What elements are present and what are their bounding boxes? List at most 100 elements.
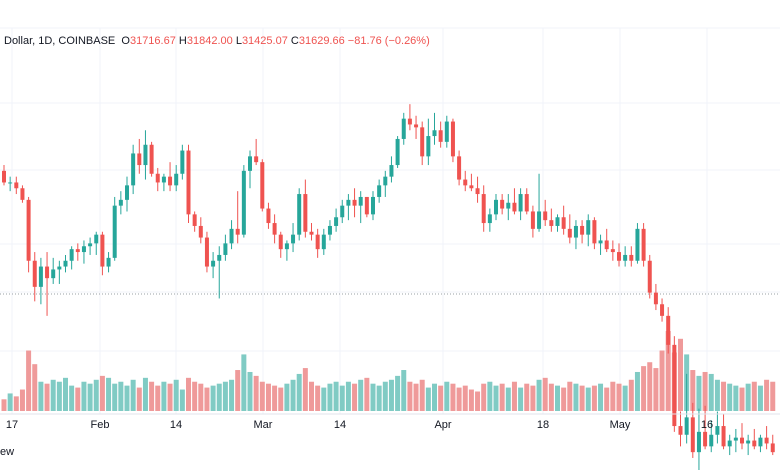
candle-body xyxy=(217,254,222,261)
candle-body xyxy=(26,199,31,261)
volume-bar xyxy=(130,379,136,411)
candle-body xyxy=(204,237,209,267)
volume-bar xyxy=(265,383,271,411)
candle-body xyxy=(248,156,252,171)
volume-bar xyxy=(604,387,610,411)
candle-body xyxy=(592,220,597,244)
volume-bar xyxy=(524,383,530,411)
volume-bar xyxy=(93,379,99,411)
volume-bar xyxy=(407,381,413,411)
volume-bar xyxy=(708,373,714,411)
candle-body xyxy=(457,156,462,180)
volume-bar xyxy=(505,387,511,411)
candle-body xyxy=(696,431,701,453)
candle-body xyxy=(414,124,419,128)
volume-bar xyxy=(616,383,622,411)
footer-fragment[interactable]: ew xyxy=(0,446,15,458)
candle-body xyxy=(143,144,148,166)
volume-bar xyxy=(456,387,462,411)
candle-body xyxy=(389,165,394,177)
volume-bar xyxy=(555,385,560,411)
volume-bar xyxy=(352,383,358,411)
candle-body xyxy=(358,196,363,206)
candle-body xyxy=(100,234,105,267)
volume-bar xyxy=(401,370,407,411)
candle-body xyxy=(653,292,658,305)
volume-bar xyxy=(585,387,591,411)
candle-body xyxy=(420,127,425,157)
time-axis-tick-label: Apr xyxy=(434,419,451,431)
candle-body xyxy=(291,234,296,244)
volume-bar xyxy=(253,375,259,411)
volume-bar xyxy=(259,381,265,411)
volume-bar xyxy=(598,383,604,411)
candle-body xyxy=(450,121,455,157)
candle-body xyxy=(444,121,449,142)
candle-body xyxy=(340,205,345,218)
candle-body xyxy=(426,136,431,157)
candle-body xyxy=(752,440,757,447)
candle-body xyxy=(666,315,671,345)
volume-bar xyxy=(499,383,505,411)
volume-bar xyxy=(641,366,647,411)
candle-body xyxy=(647,260,652,293)
volume-bar xyxy=(284,383,290,411)
candle-body xyxy=(610,249,615,253)
volume-bar xyxy=(567,381,573,411)
candle-body xyxy=(364,196,369,215)
change-value: −81.76 (−0.26%) xyxy=(347,35,430,47)
candle-body xyxy=(155,173,160,183)
volume-bar xyxy=(278,387,284,411)
candle-body xyxy=(106,257,111,267)
high-label: H xyxy=(178,35,187,47)
volume-bar xyxy=(69,385,75,411)
candle-body xyxy=(131,153,136,186)
candle-body xyxy=(561,217,566,229)
volume-bar xyxy=(530,385,536,411)
candle-body xyxy=(432,130,437,137)
volume-bar xyxy=(75,387,81,411)
volume-bar xyxy=(659,350,665,411)
volume-bar xyxy=(702,371,708,411)
candle-body xyxy=(641,228,646,261)
volume-bar xyxy=(764,379,770,411)
volume-bar xyxy=(204,387,210,411)
candle-body xyxy=(758,437,763,447)
volume-bar xyxy=(186,377,191,411)
volume-bar xyxy=(44,383,50,411)
volume-bar xyxy=(32,364,38,411)
candle-body xyxy=(487,214,492,224)
volume-bar xyxy=(112,383,118,411)
candle-body xyxy=(512,202,517,212)
volume-bar xyxy=(315,385,321,411)
candle-body xyxy=(334,217,339,226)
volume-bar xyxy=(229,379,235,411)
volume-bar xyxy=(370,383,376,411)
volume-bar xyxy=(450,383,456,411)
volume-bar xyxy=(216,383,222,411)
candle-body xyxy=(2,170,6,183)
volume-bar xyxy=(444,381,450,411)
candle-body xyxy=(266,208,271,224)
volume-bar xyxy=(364,377,370,411)
volume-bar xyxy=(99,375,105,411)
candle-body xyxy=(573,225,578,238)
candle-body xyxy=(604,240,609,250)
time-axis-tick-label: Feb xyxy=(91,419,110,431)
time-axis-tick-label: 18 xyxy=(537,419,549,431)
volume-bar xyxy=(727,383,733,411)
candle-body xyxy=(229,228,234,244)
volume-bar xyxy=(179,389,185,411)
candle-body xyxy=(555,217,560,226)
candle-body xyxy=(125,185,129,200)
volume-bar xyxy=(136,387,142,411)
open-value: 31716.67 xyxy=(129,35,176,47)
volume-bar xyxy=(425,387,431,411)
candle-body xyxy=(278,234,283,250)
volume-bar xyxy=(1,399,7,411)
high-value: 31842.00 xyxy=(186,35,233,47)
volume-bar xyxy=(690,370,696,411)
volume-bar xyxy=(382,381,388,411)
